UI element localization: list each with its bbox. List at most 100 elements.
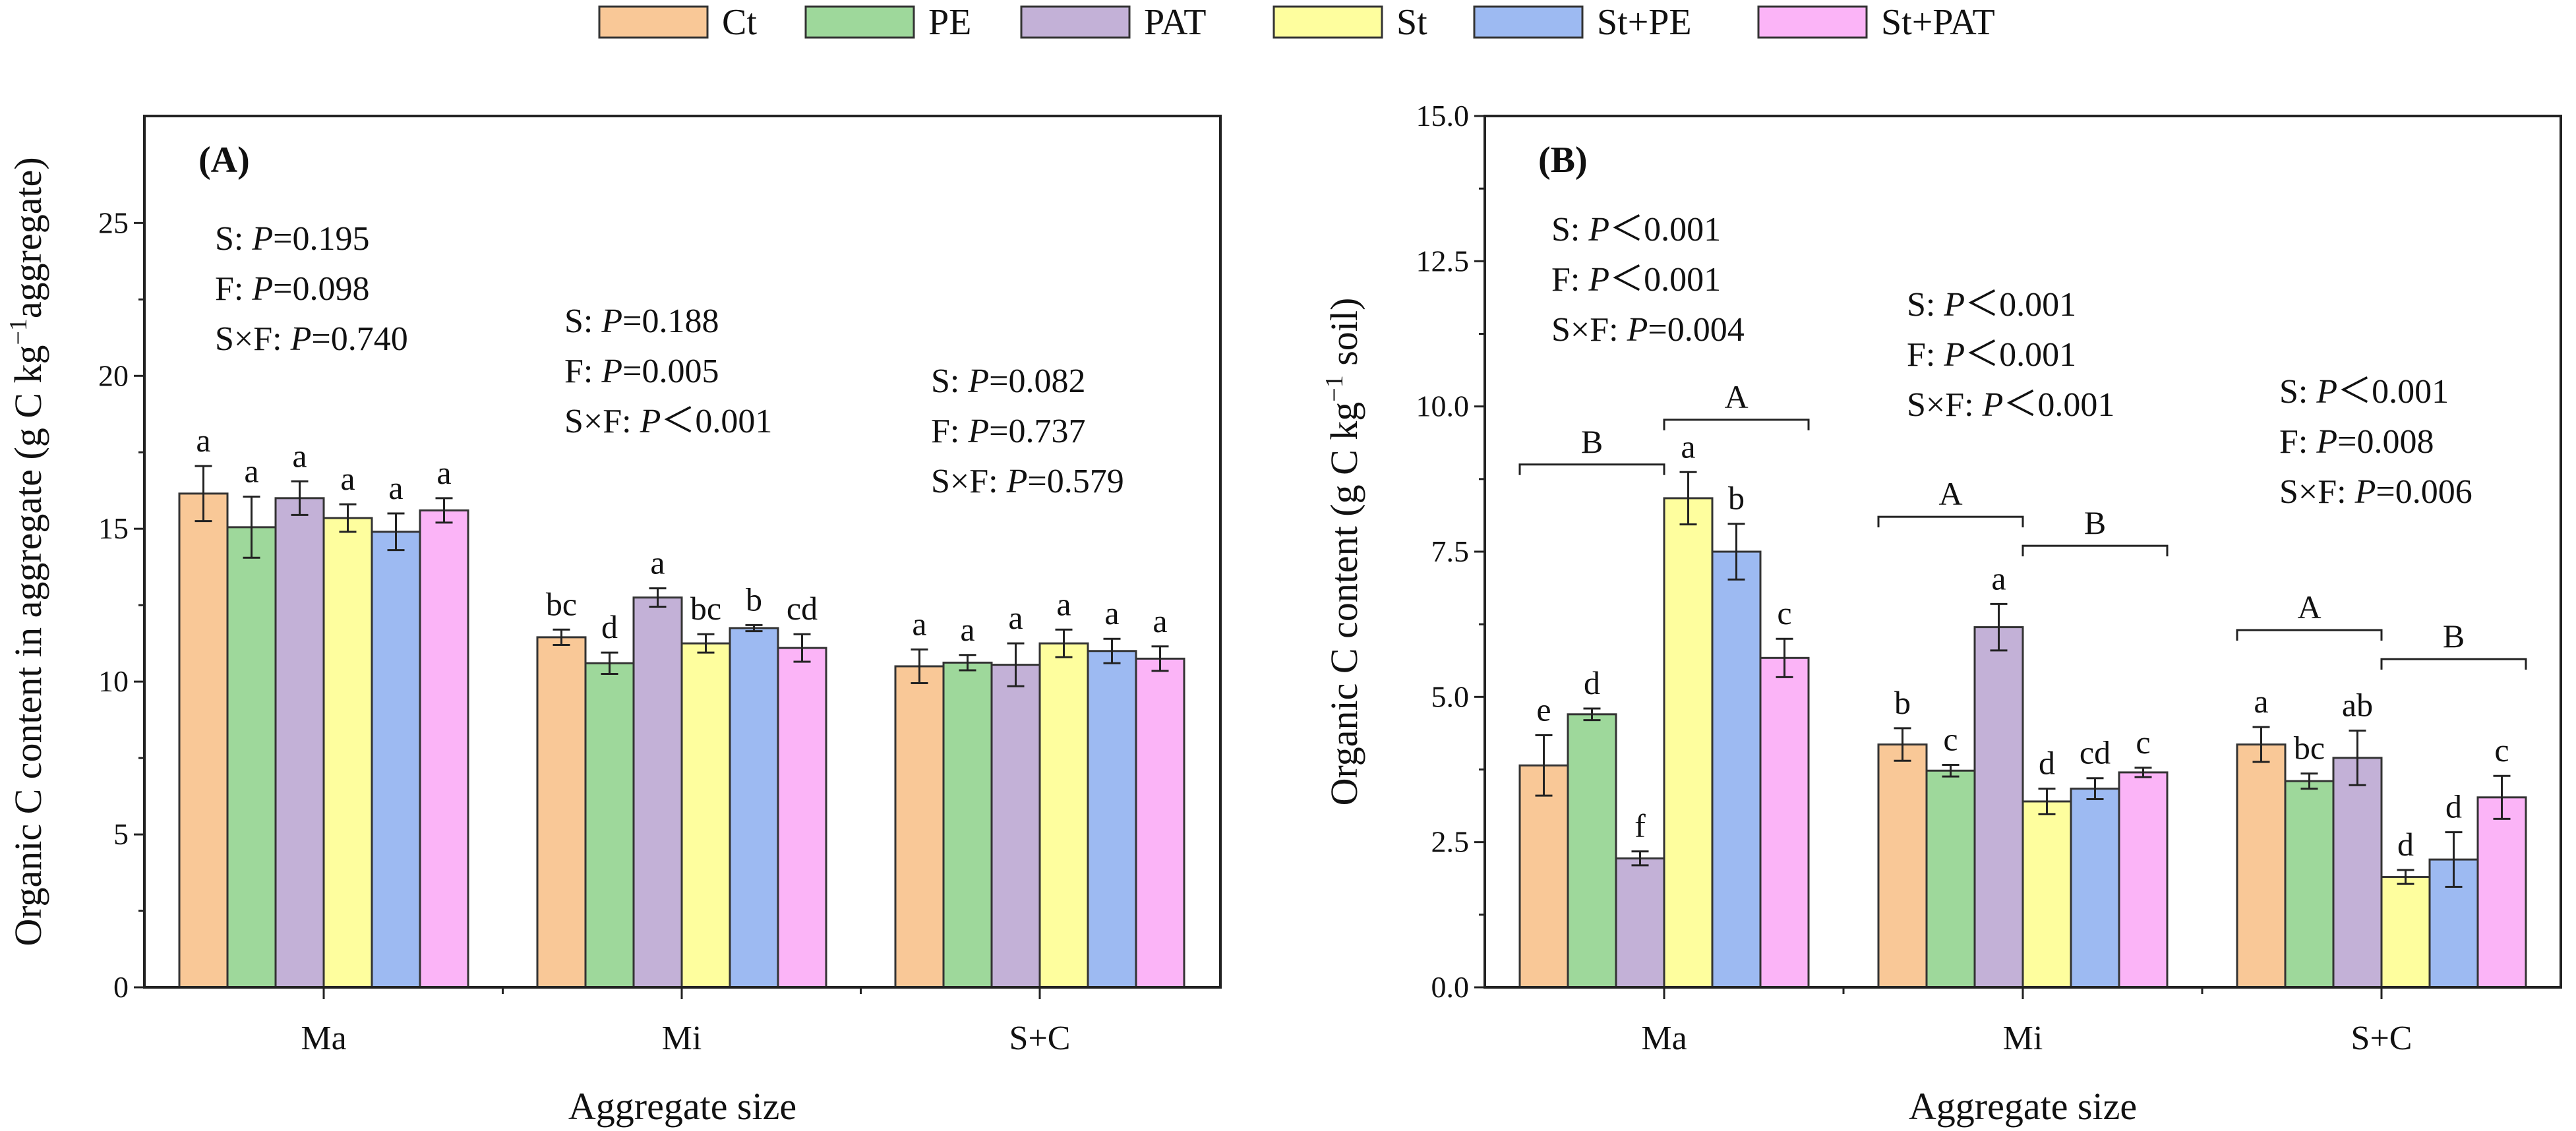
legend-label: St+PE — [1597, 2, 1692, 43]
y-tick-label: 25 — [98, 206, 129, 239]
error-bar — [435, 497, 453, 524]
error-bar — [2493, 774, 2511, 820]
error-bar — [553, 628, 570, 646]
x-tick-label: Ma — [301, 1020, 346, 1057]
stat-p-symbol: P — [1588, 261, 1609, 299]
error-bar — [339, 503, 357, 533]
stat-p-symbol: P — [1006, 463, 1028, 500]
error-bar — [243, 496, 260, 559]
significance-letter: a — [292, 437, 307, 474]
x-tick-label: Mi — [2003, 1020, 2043, 1057]
error-bar — [2349, 729, 2366, 786]
significance-letter: a — [650, 544, 665, 581]
significance-letter: a — [1056, 585, 1071, 622]
stat-factor: S×F: — [2279, 473, 2355, 511]
stat-value: =0.188 — [622, 303, 719, 340]
bar-st-plus-pe-ma — [371, 531, 421, 989]
stat-value: ＜0.001 — [1965, 286, 2076, 324]
stat-value: ＜0.001 — [661, 403, 772, 440]
significance-letter: bc — [690, 590, 721, 627]
x-tick-label: Ma — [1641, 1020, 1687, 1057]
anova-stat-line: S: P＜0.001 — [1551, 211, 1721, 248]
group-bracket: A — [1663, 378, 1810, 430]
x-axis-title: Aggregate size — [1909, 1085, 2137, 1128]
error-bar — [2300, 772, 2318, 790]
significance-letter: a — [1681, 428, 1695, 465]
significance-letter: a — [244, 453, 258, 490]
anova-stat-line: S: P=0.082 — [931, 362, 1085, 400]
significance-letter: c — [2494, 732, 2509, 768]
anova-stat-line: S×F: P＜0.001 — [564, 403, 772, 440]
stat-factor: F: — [1551, 261, 1588, 299]
stat-p-symbol: P — [2316, 423, 2337, 461]
bracket-line — [2236, 629, 2383, 641]
bar-st-plus-pat-s-plus-c — [2476, 796, 2527, 989]
stat-p-symbol: P — [290, 320, 312, 358]
error-bar — [1583, 707, 1601, 722]
stat-p-symbol: P — [1627, 311, 1648, 349]
stat-factor: F: — [931, 413, 968, 450]
error-bar — [1727, 523, 1745, 581]
legend-label: St+PAT — [1881, 2, 1995, 43]
x-tick-label: Mi — [662, 1020, 702, 1057]
y-axis-title: Organic C content (g C kg−1 soil) — [1321, 298, 1365, 806]
stat-value: =0.740 — [311, 320, 407, 358]
significance-letter: b — [1894, 684, 1911, 721]
y-tick-label: 7.5 — [1431, 535, 1470, 568]
group-bracket: B — [2380, 618, 2527, 670]
significance-letter: cd — [2080, 734, 2111, 771]
y-tick-label: 10 — [98, 664, 129, 698]
y-axis-title-suffix: soil) — [1323, 298, 1365, 376]
significance-letter: a — [1991, 560, 2006, 596]
bar-st-mi — [2022, 800, 2072, 989]
bar-st-plus-pat-mi — [2118, 771, 2169, 989]
error-bar — [2134, 767, 2152, 778]
bracket-line — [2380, 658, 2527, 670]
significance-letter: cd — [787, 590, 818, 627]
bar-pat-ma — [274, 497, 325, 989]
bar-pat-ma — [1615, 857, 1665, 989]
bar-pat-mi — [632, 596, 683, 989]
bracket-label: A — [1724, 378, 1748, 415]
error-bar — [2252, 726, 2270, 763]
error-bar — [2397, 869, 2414, 885]
stat-p-symbol: P — [601, 353, 622, 390]
significance-letter: a — [912, 605, 926, 642]
legend-item-pe: PE — [804, 2, 971, 43]
y-tick-label: 5 — [113, 817, 129, 851]
error-bar — [1679, 471, 1697, 526]
bar-pe-ma — [226, 526, 277, 989]
significance-letter: a — [1008, 599, 1023, 636]
bar-st-plus-pe-mi — [2070, 788, 2120, 989]
error-bar — [2038, 788, 2056, 815]
bar-pat-s-plus-c — [2332, 757, 2383, 989]
error-bar — [793, 633, 811, 663]
legend-item-st-plus-pe: St+PE — [1473, 2, 1692, 43]
x-tick-label: S+C — [2351, 1020, 2412, 1057]
y-axis-title: Organic C content in aggregate (g C kg−1… — [5, 157, 49, 946]
significance-letter: d — [2397, 826, 2414, 863]
stat-p-symbol: P — [1588, 211, 1609, 248]
bar-st-plus-pe-s-plus-c — [1087, 650, 1137, 989]
y-axis-title-prefix: Organic C content in aggregate (g C kg — [7, 345, 49, 946]
significance-letter: d — [1584, 664, 1600, 701]
bar-st-plus-pat-ma — [1759, 656, 1810, 989]
stat-value: =0.098 — [273, 270, 369, 308]
significance-letter: d — [2039, 745, 2055, 782]
y-tick-label: 20 — [98, 359, 129, 392]
y-tick-label: 15 — [98, 511, 129, 545]
stat-p-symbol: P — [1943, 336, 1965, 374]
bracket-line — [1663, 419, 1810, 430]
y-tick-label: 15.0 — [1416, 99, 1470, 132]
bar-st-plus-pat-mi — [777, 647, 827, 989]
bar-ct-s-plus-c — [2236, 743, 2287, 989]
stat-value: =0.008 — [2337, 423, 2434, 461]
error-bar — [1990, 602, 2008, 652]
y-tick-label: 0 — [113, 970, 129, 1004]
error-bar — [601, 651, 618, 676]
stat-p-symbol: P — [251, 270, 273, 308]
bar-st-s-plus-c — [1038, 642, 1089, 989]
stat-value: ＜0.001 — [2337, 373, 2449, 411]
